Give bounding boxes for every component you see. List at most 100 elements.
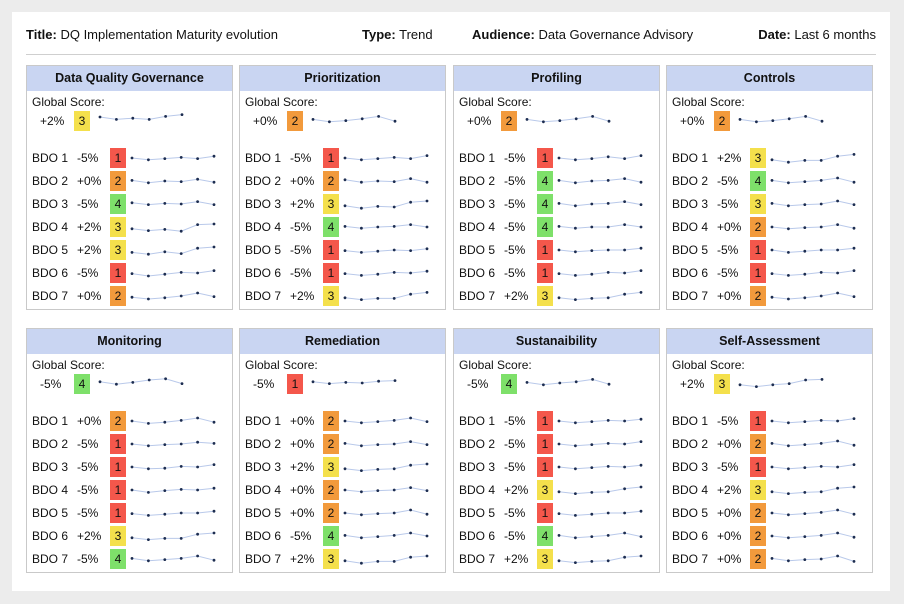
sparkline-point [557,534,561,537]
sparkline-point [803,226,807,229]
score-badge: 1 [287,374,303,394]
sparkline-point [639,180,643,184]
bdo-row: BDO 3 -5% 1 [459,457,655,478]
sparkline-point [819,271,823,274]
bdo-row: BDO 5 -5% 1 [672,240,868,261]
sparkline-point [639,291,643,294]
sparkline-point [606,155,610,159]
sparkline-point [360,421,363,425]
bdo-change: -5% [290,266,312,280]
sparkline-point [212,463,216,466]
sparkline-point [852,295,856,298]
sparkline-point [590,466,594,469]
sparkline-chart [130,440,216,448]
score-badge: 2 [110,171,126,191]
bdo-change: -5% [717,414,739,428]
sparkline-chart [343,554,429,565]
sparkline-chart [770,463,856,471]
bdo-label: BDO 6 [245,266,282,280]
bdo-row: BDO 2 +0% 2 [245,434,441,455]
sparkline-point [212,486,216,490]
score-badge: 1 [750,240,766,260]
bdo-label: BDO 4 [245,483,282,497]
sparkline-point [623,177,626,180]
sparkline-point [852,512,856,516]
sparkline-line [344,178,428,183]
sparkline-line [558,270,642,276]
score-badge: 4 [537,171,553,191]
sparkline-line [344,417,428,424]
bdo-label: BDO 3 [672,460,709,474]
sparkline-point [852,246,856,250]
bdo-row: BDO 7 +0% 2 [672,549,868,570]
sparkline-point [639,225,643,229]
sparkline-point [147,158,150,162]
sparkline-point [376,512,380,515]
sparkline-point [392,488,396,492]
sparkline-point [819,511,823,514]
sparkline-chart [557,154,643,162]
sparkline-point [836,508,839,512]
bdo-change: +2% [504,552,529,566]
score-badge: 2 [323,434,339,454]
bdo-row: BDO 7 +2% 3 [459,286,655,307]
sparkline-point [360,513,363,517]
sparkline-point [212,531,216,535]
bdo-label: BDO 1 [459,151,496,165]
bdo-label: BDO 1 [32,414,69,428]
sparkline-line [344,291,428,301]
sparkline-point [425,180,429,184]
sparkline-point [590,249,594,252]
sparkline-point [196,246,199,250]
sparkline-point [163,202,167,205]
sparkline-point [787,382,791,385]
sparkline-point [376,420,380,423]
sparkline-line [131,441,215,447]
sparkline-point [787,536,790,540]
sparkline-point [852,485,856,489]
sparkline-line [771,153,855,163]
sparkline-point [623,223,626,226]
sparkline-point [409,249,412,252]
sparkline-point [770,419,774,423]
bdo-row: BDO 4 -5% 1 [32,480,228,501]
sparkline-point [377,115,380,118]
bdo-row: BDO 1 -5% 1 [32,148,228,169]
sparkline-chart [343,440,429,448]
sparkline-chart [557,509,643,517]
score-badge: 2 [750,286,766,306]
global-score-change: -5% [467,377,489,391]
bdo-row: BDO 4 -5% 4 [459,217,655,238]
title-value: DQ Implementation Maturity evolution [60,27,278,42]
score-badge: 2 [287,111,303,131]
sparkline-point [196,488,199,492]
sparkline-chart [343,416,429,425]
sparkline-point [852,560,856,563]
sparkline-point [163,537,167,540]
sparkline-line [131,417,215,424]
score-badge: 3 [537,549,553,569]
sparkline-point [360,180,363,184]
sparkline-chart [770,176,856,185]
bdo-change: -5% [504,174,526,188]
bdo-row: BDO 5 -5% 1 [459,503,655,524]
sparkline-point [852,443,856,447]
sparkline-point [819,557,823,561]
sparkline-point [787,559,790,563]
sparkline-point [212,269,216,272]
sparkline-chart [343,531,429,540]
sparkline-point [787,181,790,185]
sparkline-chart [557,531,643,540]
sparkline-point [803,443,807,446]
sparkline-point [606,465,610,468]
sparkline-point [130,201,134,205]
sparkline-point [376,225,380,229]
global-score-row: +2% 3 [32,111,228,133]
sparkline-point [147,491,150,494]
bdo-label: BDO 5 [459,243,496,257]
sparkline-chart [770,485,856,495]
sparkline-point [590,560,594,563]
sparkline-line [131,155,215,161]
bdo-label: BDO 1 [32,151,69,165]
sparkline-chart [130,154,216,162]
